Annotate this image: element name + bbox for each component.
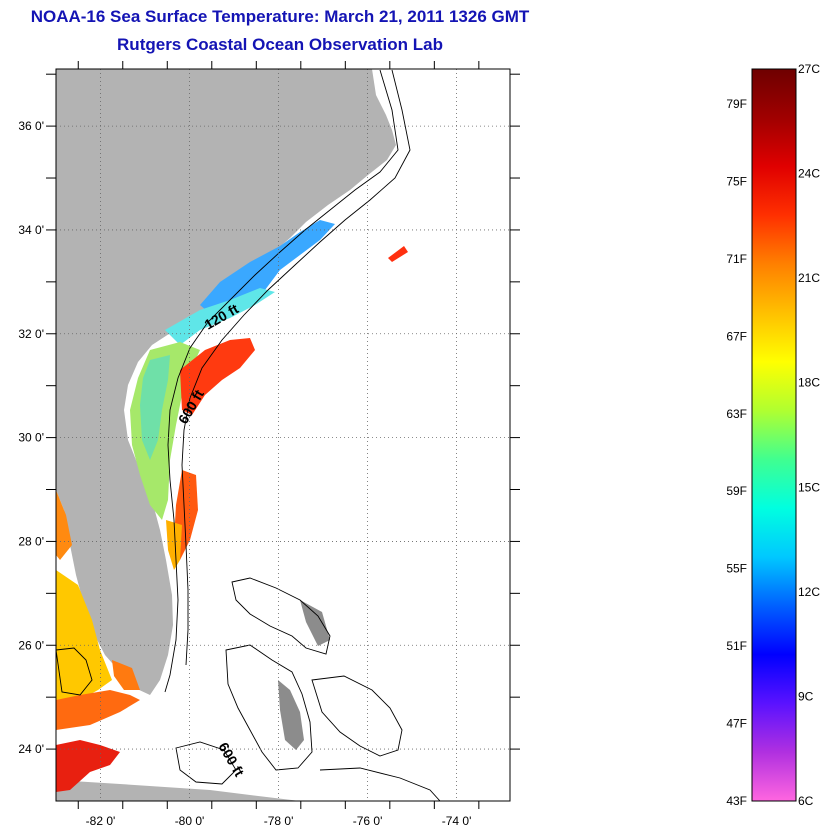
temperature-colorbar <box>751 68 797 802</box>
contour-bahamas-outer <box>231 577 331 655</box>
lon-tick-label: -80 0' <box>175 814 205 828</box>
lat-tick-label: 32 0' <box>18 327 44 341</box>
colorbar-c-label: 9C <box>798 689 814 703</box>
colorbar-f-label: 79F <box>726 97 747 111</box>
colorbar-c-label: 27C <box>798 62 820 76</box>
lon-tick-label: -74 0' <box>442 814 472 828</box>
colorbar-c-label: 15C <box>798 480 820 494</box>
sst-data <box>56 220 408 792</box>
contour-600ft <box>181 69 411 666</box>
sst-patch-gulf-orange <box>56 490 72 560</box>
sst-patch-carolina-cyan <box>165 288 275 345</box>
sst-patch-carolina-cool <box>200 220 335 318</box>
colorbar-f-label: 55F <box>726 562 747 576</box>
map-subtitle: Rutgers Coastal Ocean Observation Lab <box>117 35 443 54</box>
colorbar-f-label: 43F <box>726 794 747 808</box>
longitude-axis-labels: -82 0' -80 0' -78 0' -76 0' -74 0' <box>86 814 472 828</box>
sst-patch-florida-east <box>166 520 182 570</box>
lat-tick-label: 36 0' <box>18 119 44 133</box>
contour-florida-bay <box>56 647 93 696</box>
contour-cuba-edge <box>319 767 441 801</box>
map-frame <box>55 68 511 802</box>
lon-tick-label: -82 0' <box>86 814 116 828</box>
colorbar-f-label: 47F <box>726 717 747 731</box>
lon-tick-label: -76 0' <box>353 814 383 828</box>
sst-patch-southwest-orange <box>112 660 140 690</box>
lon-tick-label: -78 0' <box>264 814 294 828</box>
land-southeast-us <box>56 69 396 695</box>
contour-bahamas-east <box>311 675 403 757</box>
land-andros-island <box>278 680 304 750</box>
colorbar-c-label: 18C <box>798 376 820 390</box>
lat-tick-label: 30 0' <box>18 431 44 445</box>
colorbar-f-label: 51F <box>726 639 747 653</box>
map-area: 120 ft 600 ft 600 ft <box>56 69 510 801</box>
map-title: NOAA-16 Sea Surface Temperature: March 2… <box>30 7 530 26</box>
colorbar-f-label: 63F <box>726 407 747 421</box>
lat-tick-label: 24 0' <box>18 742 44 756</box>
lat-tick-label: 26 0' <box>18 638 44 652</box>
colorbar-c-label: 21C <box>798 271 820 285</box>
sst-patch-georgia-inner <box>140 355 170 460</box>
land-bahamas-north <box>300 600 330 646</box>
colorbar-c-label: 6C <box>798 794 814 808</box>
sst-patch-gulfstream <box>180 338 255 415</box>
lat-tick-label: 34 0' <box>18 223 44 237</box>
colorbar-f-label: 71F <box>726 252 747 266</box>
land-keys <box>56 780 300 801</box>
contour-bahamas-south <box>175 741 237 785</box>
colorbar-f-label: 67F <box>726 329 747 343</box>
colorbar-fahrenheit-labels: 79F 75F 71F 67F 63F 59F 55F 51F 47F 43F <box>726 97 747 808</box>
colorbar-f-label: 59F <box>726 484 747 498</box>
sst-patch-offshore <box>388 246 408 262</box>
sst-patch-gulf-south <box>56 690 140 730</box>
sst-patch-gulf-yellow <box>56 570 112 705</box>
lat-tick-label: 28 0' <box>18 534 44 548</box>
sst-patch-keys-red <box>56 740 120 792</box>
colorbar-c-label: 12C <box>798 585 820 599</box>
latitude-axis-labels: 36 0' 34 0' 32 0' 30 0' 28 0' 26 0' 24 0' <box>18 119 44 756</box>
axis-ticks <box>46 61 520 809</box>
colorbar-f-label: 75F <box>726 174 747 188</box>
colorbar-celsius-labels: 27C 24C 21C 18C 15C 12C 9C 6C <box>798 62 820 808</box>
colorbar-c-label: 24C <box>798 167 820 181</box>
contour-bahamas-andros <box>225 644 313 771</box>
